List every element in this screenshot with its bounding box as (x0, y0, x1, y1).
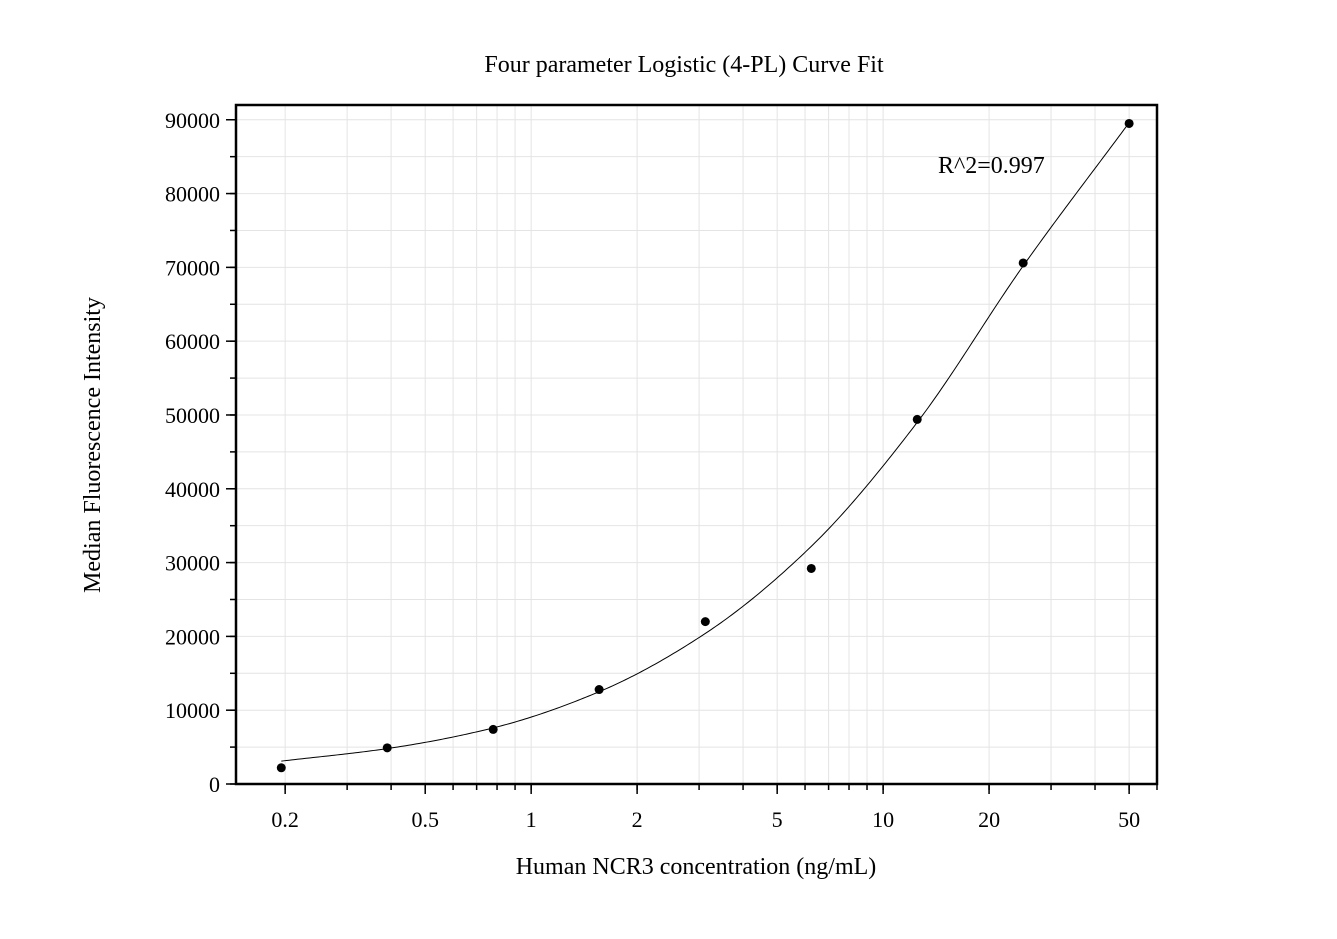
r-squared-annotation: R^2=0.997 (938, 153, 1045, 179)
y-tick-label: 0 (209, 772, 220, 797)
data-point (594, 685, 604, 695)
x-axis-label: Human NCR3 concentration (ng/mL) (516, 854, 877, 880)
ticks: 0.2 0.5 1 2 5 10 20 50 0 10000 20000 30000 40000 5000… (165, 108, 1158, 832)
data-point (912, 414, 922, 424)
data-points (276, 118, 1134, 773)
data-point (806, 563, 816, 573)
x-tick-label: 20 (978, 807, 1000, 832)
data-point (276, 763, 286, 773)
x-tick-label: 2 (632, 807, 643, 832)
data-point (1124, 118, 1134, 128)
x-tick-label: 0.2 (271, 807, 299, 832)
x-tick-label: 10 (872, 807, 894, 832)
y-tick-label: 10000 (165, 698, 220, 723)
data-point (488, 724, 498, 734)
x-tick-label: 0.5 (411, 807, 439, 832)
y-tick-label: 50000 (165, 403, 220, 428)
y-tick-label: 40000 (165, 477, 220, 502)
data-point (1018, 258, 1028, 268)
y-tick-label: 70000 (165, 255, 220, 280)
x-tick-label: 50 (1118, 807, 1140, 832)
data-point (700, 617, 710, 627)
plot-frame (234, 103, 1159, 786)
y-tick-label: 80000 (165, 182, 220, 207)
y-tick-label: 20000 (165, 624, 220, 649)
y-tick-label: 60000 (165, 329, 220, 354)
x-tick-label: 5 (772, 807, 783, 832)
data-point (382, 743, 392, 753)
x-tick-label: 1 (526, 807, 537, 832)
y-axis-label: Median Fluorescence Intensity (80, 297, 106, 593)
y-tick-label: 90000 (165, 108, 220, 133)
chart-title: Four parameter Logistic (4-PL) Curve Fit (484, 52, 884, 78)
fit-curve (281, 122, 1130, 762)
y-tick-label: 30000 (165, 551, 220, 576)
